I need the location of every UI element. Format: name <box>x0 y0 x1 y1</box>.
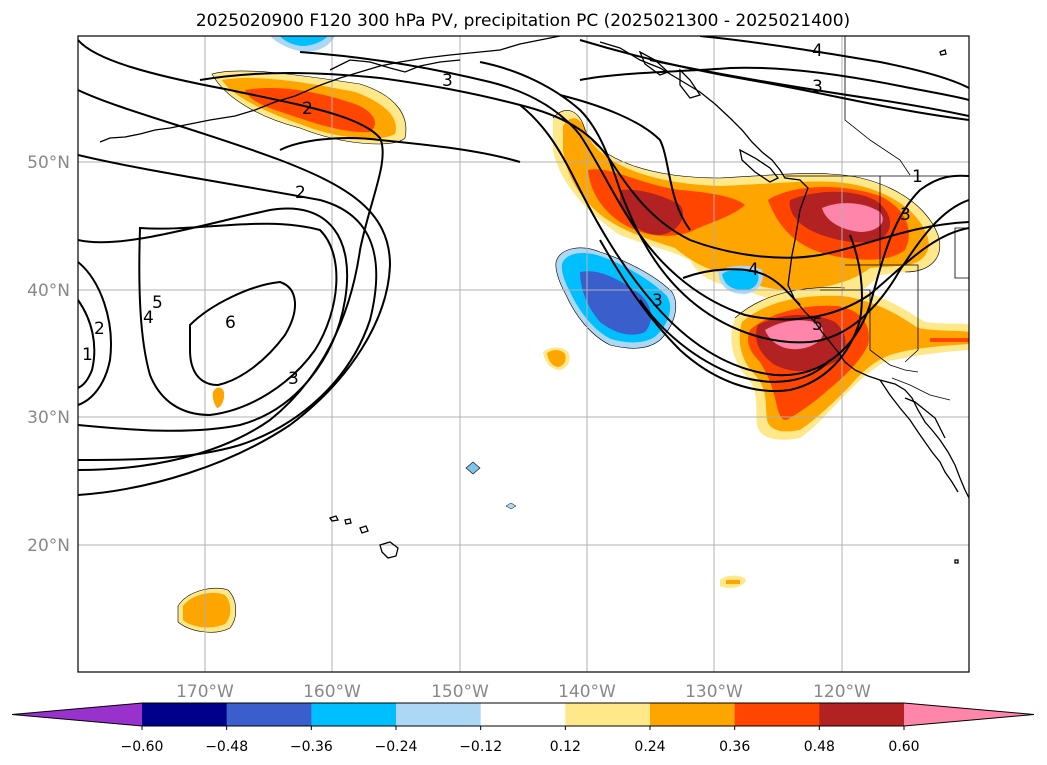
pv-contours <box>78 36 969 496</box>
lon-label: 140°W <box>558 682 616 702</box>
lat-label: 20°N <box>27 536 70 556</box>
contour-label: 3 <box>812 77 823 97</box>
contour-label: 2 <box>295 183 306 203</box>
map-frame <box>77 35 970 673</box>
contour-label: 4 <box>143 308 154 328</box>
contour-label: 5 <box>152 293 163 313</box>
colorbar-tick-label: 0.36 <box>719 739 750 755</box>
colorbar-tick-label: −0.36 <box>290 739 333 755</box>
map-area: 2 2 3 3 3 3 4 4 4 5 5 6 1 1 2 3 <box>78 36 969 672</box>
longitude-labels: 170°W 160°W 150°W 140°W 130°W 120°W <box>176 682 871 702</box>
colorbar-segment <box>565 703 651 726</box>
contour-label: 1 <box>912 167 923 187</box>
colorbar-tick-label: 0.12 <box>550 739 581 755</box>
contour-label: 5 <box>812 315 823 335</box>
colorbar-segment <box>734 703 820 726</box>
pv-contour-labels: 2 2 3 3 3 3 4 4 4 5 5 6 1 1 2 3 <box>82 41 923 389</box>
colorbar-segment <box>819 703 905 726</box>
colorbar-segment <box>311 703 397 726</box>
colorbar-segment <box>396 703 482 726</box>
colorbar-segment <box>480 703 566 726</box>
contour-label: 3 <box>288 369 299 389</box>
colorbar-tick-label: 0.24 <box>634 739 665 755</box>
colorbar-tick-label: −0.60 <box>121 739 164 755</box>
lat-label: 50°N <box>27 153 70 173</box>
contour-label: 3 <box>652 291 663 311</box>
contour-label: 3 <box>900 205 911 225</box>
chart-title: 2025020900 F120 300 hPa PV, precipitatio… <box>196 11 850 31</box>
colorbar: −0.60 −0.48 −0.36 −0.24 −0.12 0.12 0.24 0.36 0.4… <box>11 702 1035 755</box>
colorbar-tick-label: 0.48 <box>804 739 835 755</box>
lon-label: 160°W <box>303 682 361 702</box>
colorbar-segment <box>226 703 312 726</box>
contour-label: 3 <box>442 71 453 91</box>
latitude-labels: 50°N 40°N 30°N 20°N <box>27 153 70 556</box>
lon-label: 170°W <box>176 682 234 702</box>
colorbar-extend-low <box>12 703 142 726</box>
colorbar-segment <box>650 703 736 726</box>
political-borders <box>785 36 969 401</box>
contour-label: 4 <box>748 260 759 280</box>
contour-label: 4 <box>812 41 823 61</box>
lon-label: 120°W <box>813 682 871 702</box>
contour-label: 6 <box>225 313 236 333</box>
lon-label: 130°W <box>685 682 743 702</box>
lat-label: 40°N <box>27 281 70 301</box>
contour-label: 2 <box>94 319 105 339</box>
contour-label: 1 <box>82 345 93 365</box>
coastlines <box>99 36 969 564</box>
colorbar-tick-label: −0.12 <box>459 739 502 755</box>
colorbar-tick-label: 0.60 <box>888 739 919 755</box>
lon-label: 150°W <box>431 682 489 702</box>
colorbar-segment <box>142 703 228 726</box>
contour-label: 2 <box>302 99 313 119</box>
colorbar-extend-high <box>904 703 1034 726</box>
colorbar-tick-label: −0.24 <box>375 739 418 755</box>
lat-label: 30°N <box>27 408 70 428</box>
colorbar-tick-label: −0.48 <box>205 739 248 755</box>
